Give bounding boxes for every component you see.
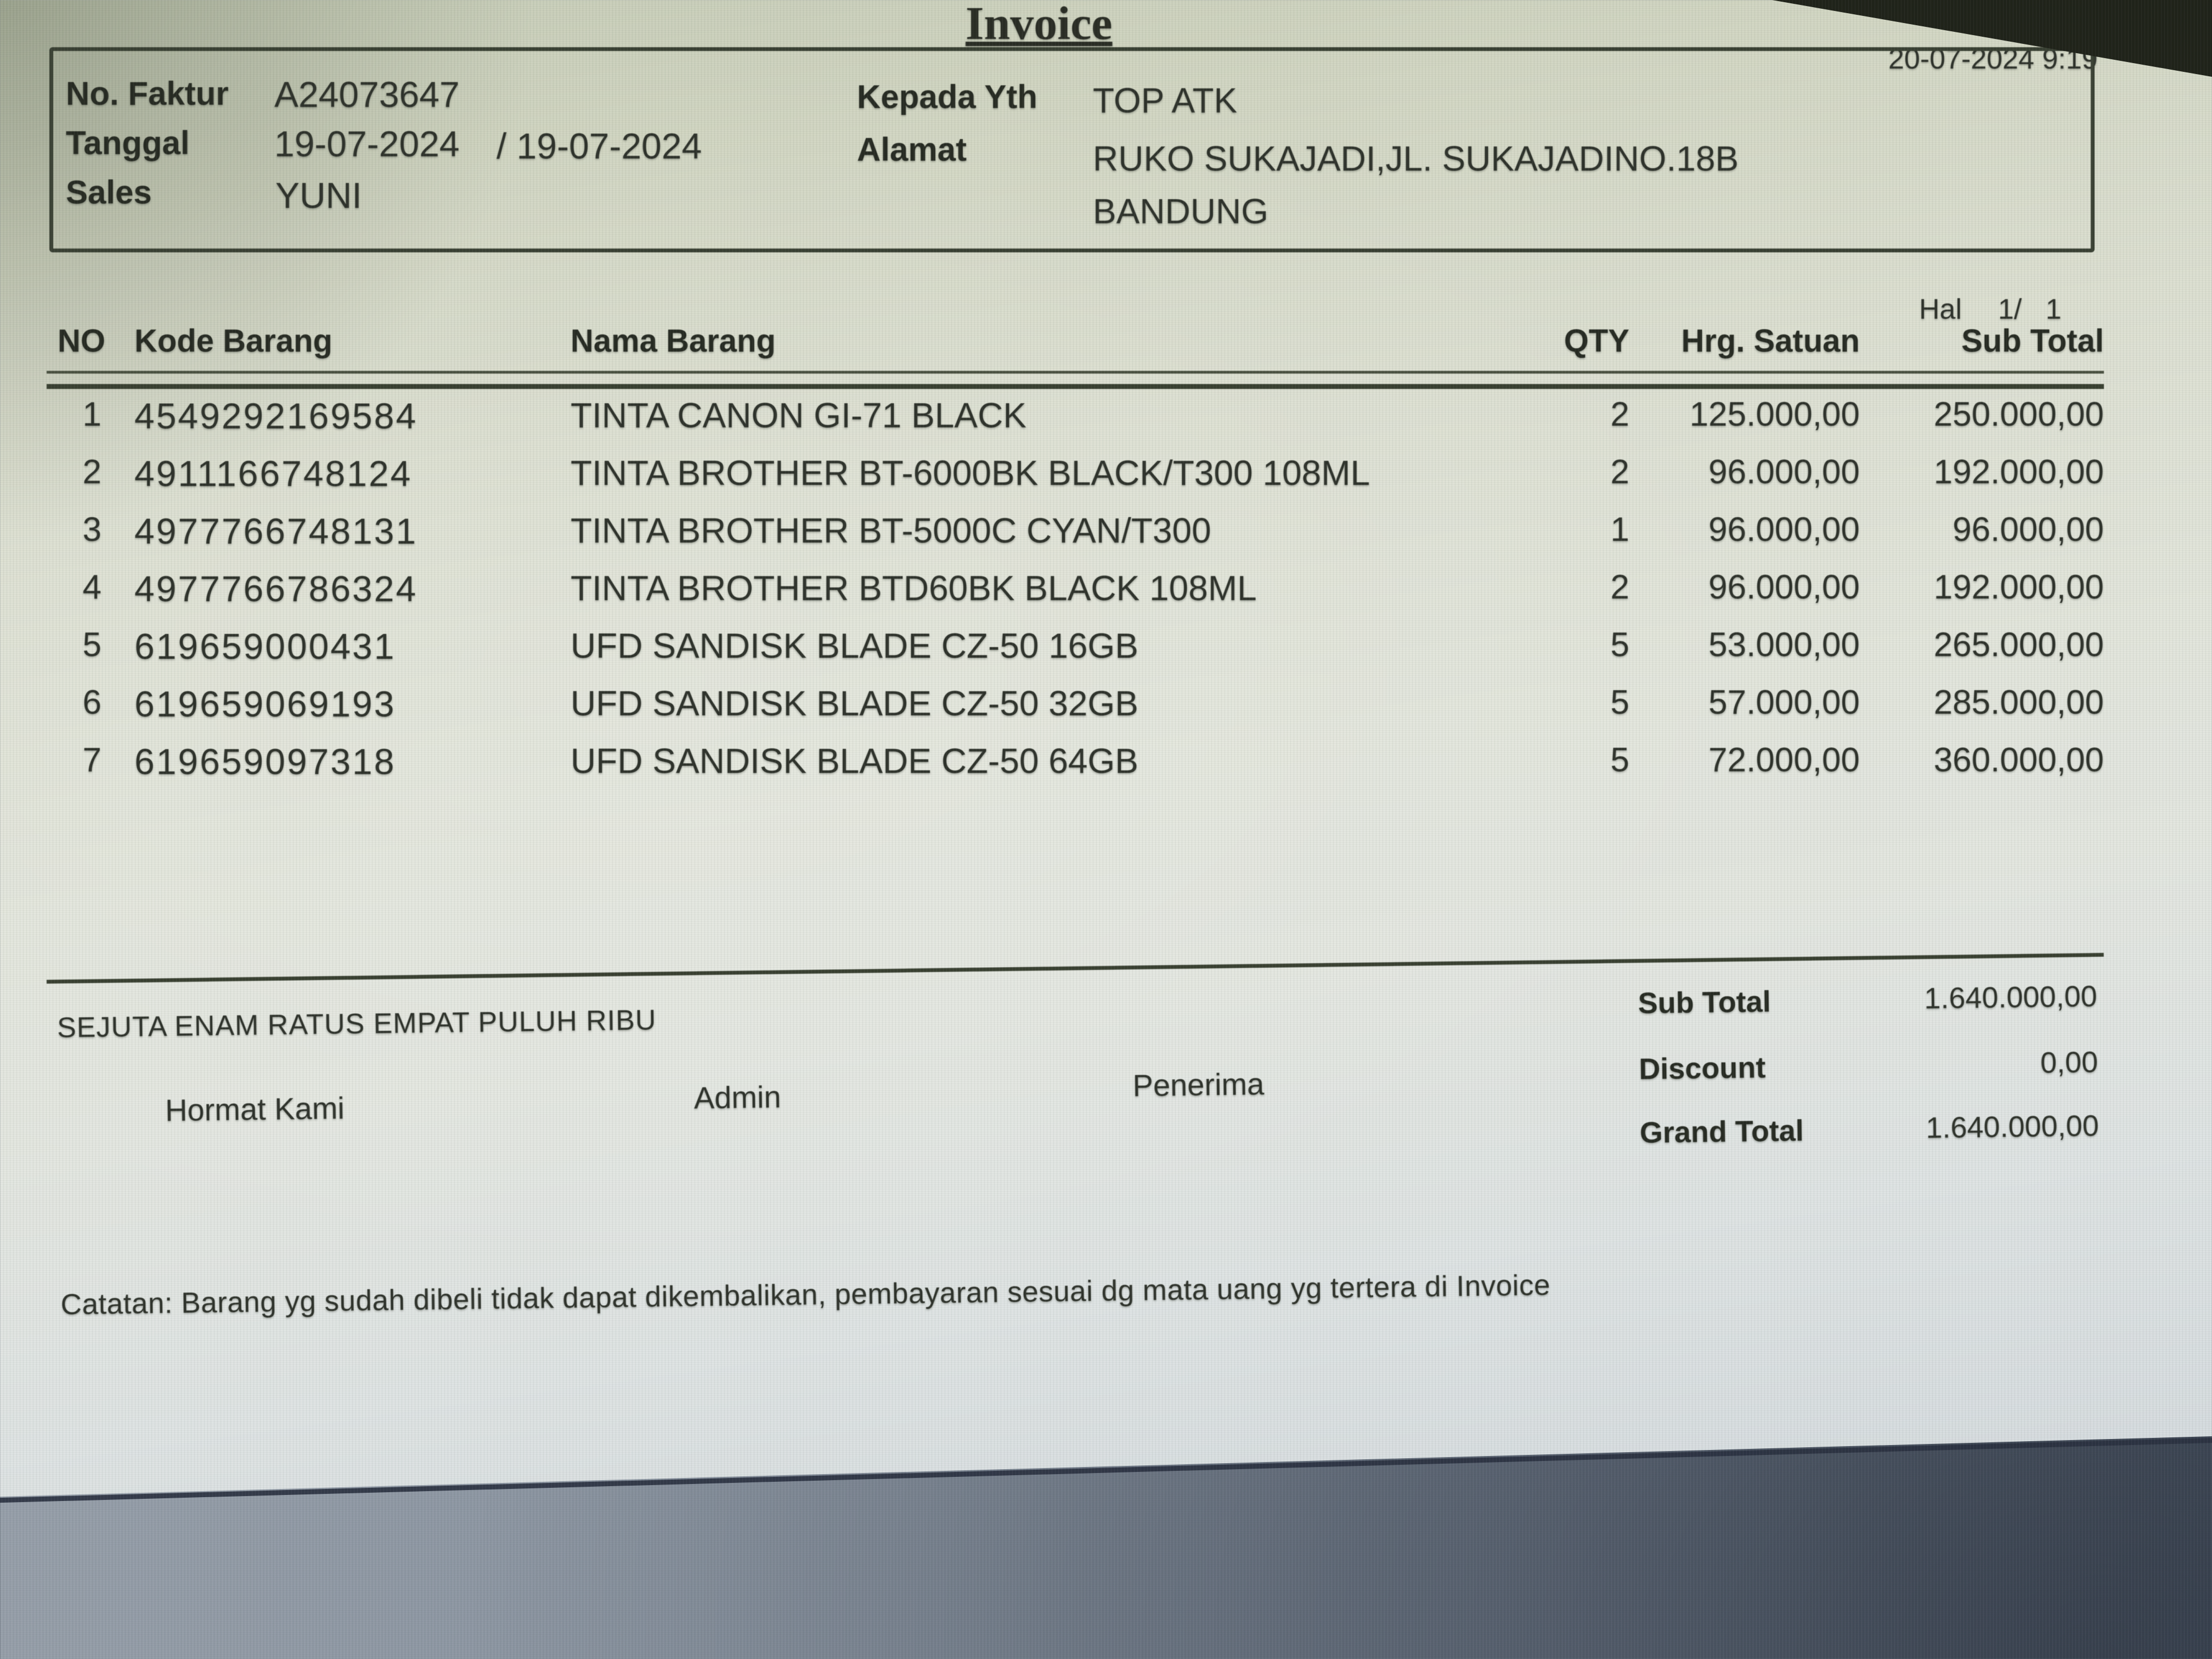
signature-penerima: Penerima	[1132, 1066, 1265, 1103]
sub-total-label: Sub Total	[1638, 985, 1771, 1020]
table-header-rule-thin	[47, 371, 2104, 374]
row-qty: 1	[1610, 511, 1629, 549]
row-nama: TINTA BROTHER BTD60BK BLACK 108ML	[571, 568, 1257, 608]
row-sub-total: 192.000,00	[1933, 453, 2104, 491]
customer-address-line2: BANDUNG	[1093, 191, 1269, 231]
page-number-value: 1/ 1	[1998, 294, 2062, 325]
row-qty: 2	[1610, 396, 1629, 433]
row-no: 4	[82, 568, 101, 606]
column-header-sub-total: Sub Total	[1961, 323, 2104, 359]
no-faktur-value: A24073647	[274, 74, 460, 115]
row-qty: 5	[1610, 684, 1629, 721]
grand-total-label: Grand Total	[1639, 1114, 1804, 1150]
table-header-rule-thick	[47, 384, 2104, 389]
row-qty: 2	[1610, 568, 1629, 606]
row-hrg-satuan: 96.000,00	[1708, 568, 1860, 606]
table-row: 1 4549292169584 TINTA CANON GI-71 BLACK …	[47, 395, 2104, 437]
invoice-meta-box	[49, 47, 2095, 252]
discount-value: 0,00	[2040, 1046, 2098, 1080]
row-no: 7	[82, 741, 101, 779]
signature-admin: Admin	[693, 1079, 781, 1115]
row-nama: UFD SANDISK BLADE CZ-50 64GB	[571, 741, 1138, 781]
row-hrg-satuan: 125.000,00	[1689, 396, 1860, 433]
row-no: 5	[82, 626, 101, 664]
signature-hormat-kami: Hormat Kami	[165, 1090, 345, 1128]
row-sub-total: 285.000,00	[1933, 684, 2104, 721]
table-row: 3 4977766748131 TINTA BROTHER BT-5000C C…	[47, 510, 2104, 552]
row-kode: 619659069193	[134, 684, 396, 724]
row-nama: TINTA CANON GI-71 BLACK	[571, 396, 1026, 435]
discount-label: Discount	[1638, 1051, 1766, 1086]
column-header-kode-barang: Kode Barang	[134, 323, 332, 359]
row-sub-total: 250.000,00	[1933, 396, 2104, 433]
table-row: 6 619659069193 UFD SANDISK BLADE CZ-50 3…	[47, 683, 2104, 725]
row-nama: UFD SANDISK BLADE CZ-50 16GB	[571, 626, 1138, 665]
invoice-title: Invoice	[966, 0, 1113, 49]
row-sub-total: 360.000,00	[1933, 741, 2104, 779]
row-kode: 4977766748131	[134, 511, 418, 551]
row-kode: 4911166748124	[134, 453, 413, 494]
row-kode: 4977766786324	[134, 568, 418, 609]
row-sub-total: 265.000,00	[1933, 626, 2104, 664]
page-number-label: Hal	[1919, 294, 1962, 325]
row-kode: 4549292169584	[134, 396, 418, 436]
tanggal-label: Tanggal	[66, 125, 190, 161]
alamat-label: Alamat	[857, 131, 967, 168]
row-qty: 5	[1610, 741, 1629, 779]
row-qty: 2	[1610, 453, 1629, 491]
row-nama: TINTA BROTHER BT-5000C CYAN/T300	[571, 511, 1211, 550]
invoice-page: Invoice 20-07-2024 9:19 No. Faktur A2407…	[0, 0, 2212, 1497]
footer-note: Catatan: Barang yg sudah dibeli tidak da…	[60, 1269, 1551, 1321]
row-qty: 5	[1610, 626, 1629, 664]
sales-label: Sales	[66, 174, 152, 211]
totals-separator-rule	[46, 952, 2104, 984]
sales-value: YUNI	[275, 175, 362, 216]
customer-address-line1: RUKO SUKAJADI,JL. SUKAJADINO.18B	[1093, 139, 1739, 178]
amount-in-words: SEJUTA ENAM RATUS EMPAT PULUH RIBU	[57, 1004, 657, 1044]
tanggal-value: 19-07-2024	[274, 123, 460, 164]
row-no: 1	[82, 396, 101, 433]
row-sub-total: 96.000,00	[1953, 511, 2104, 549]
column-header-no: NO	[58, 323, 105, 359]
column-header-qty: QTY	[1564, 323, 1629, 359]
row-hrg-satuan: 96.000,00	[1708, 453, 1860, 491]
table-row: 5 619659000431 UFD SANDISK BLADE CZ-50 1…	[47, 625, 2104, 667]
row-no: 3	[82, 511, 101, 549]
grand-total-value: 1.640.000,00	[1926, 1109, 2100, 1145]
row-sub-total: 192.000,00	[1933, 568, 2104, 606]
row-hrg-satuan: 57.000,00	[1708, 684, 1860, 721]
table-row: 4 4977766786324 TINTA BROTHER BTD60BK BL…	[47, 568, 2104, 610]
tanggal-due-value: / 19-07-2024	[496, 126, 702, 166]
customer-name: TOP ATK	[1093, 81, 1238, 120]
items-table-header: NO Kode Barang Nama Barang QTY Hrg. Satu…	[47, 323, 2104, 359]
row-no: 6	[82, 684, 101, 721]
table-row: 7 619659097318 UFD SANDISK BLADE CZ-50 6…	[47, 741, 2104, 782]
column-header-nama-barang: Nama Barang	[571, 323, 776, 359]
row-no: 2	[82, 453, 101, 491]
kepada-yth-label: Kepada Yth	[857, 78, 1037, 115]
no-faktur-label: No. Faktur	[66, 75, 229, 112]
row-kode: 619659097318	[134, 741, 396, 782]
table-row: 2 4911166748124 TINTA BROTHER BT-6000BK …	[47, 453, 2104, 494]
row-nama: UFD SANDISK BLADE CZ-50 32GB	[571, 684, 1138, 723]
column-header-hrg-satuan: Hrg. Satuan	[1681, 323, 1860, 359]
row-kode: 619659000431	[134, 626, 396, 667]
row-hrg-satuan: 96.000,00	[1708, 511, 1860, 549]
row-hrg-satuan: 53.000,00	[1708, 626, 1860, 664]
row-hrg-satuan: 72.000,00	[1708, 741, 1860, 779]
sub-total-value: 1.640.000,00	[1923, 980, 2098, 1015]
row-nama: TINTA BROTHER BT-6000BK BLACK/T300 108ML	[571, 453, 1370, 493]
